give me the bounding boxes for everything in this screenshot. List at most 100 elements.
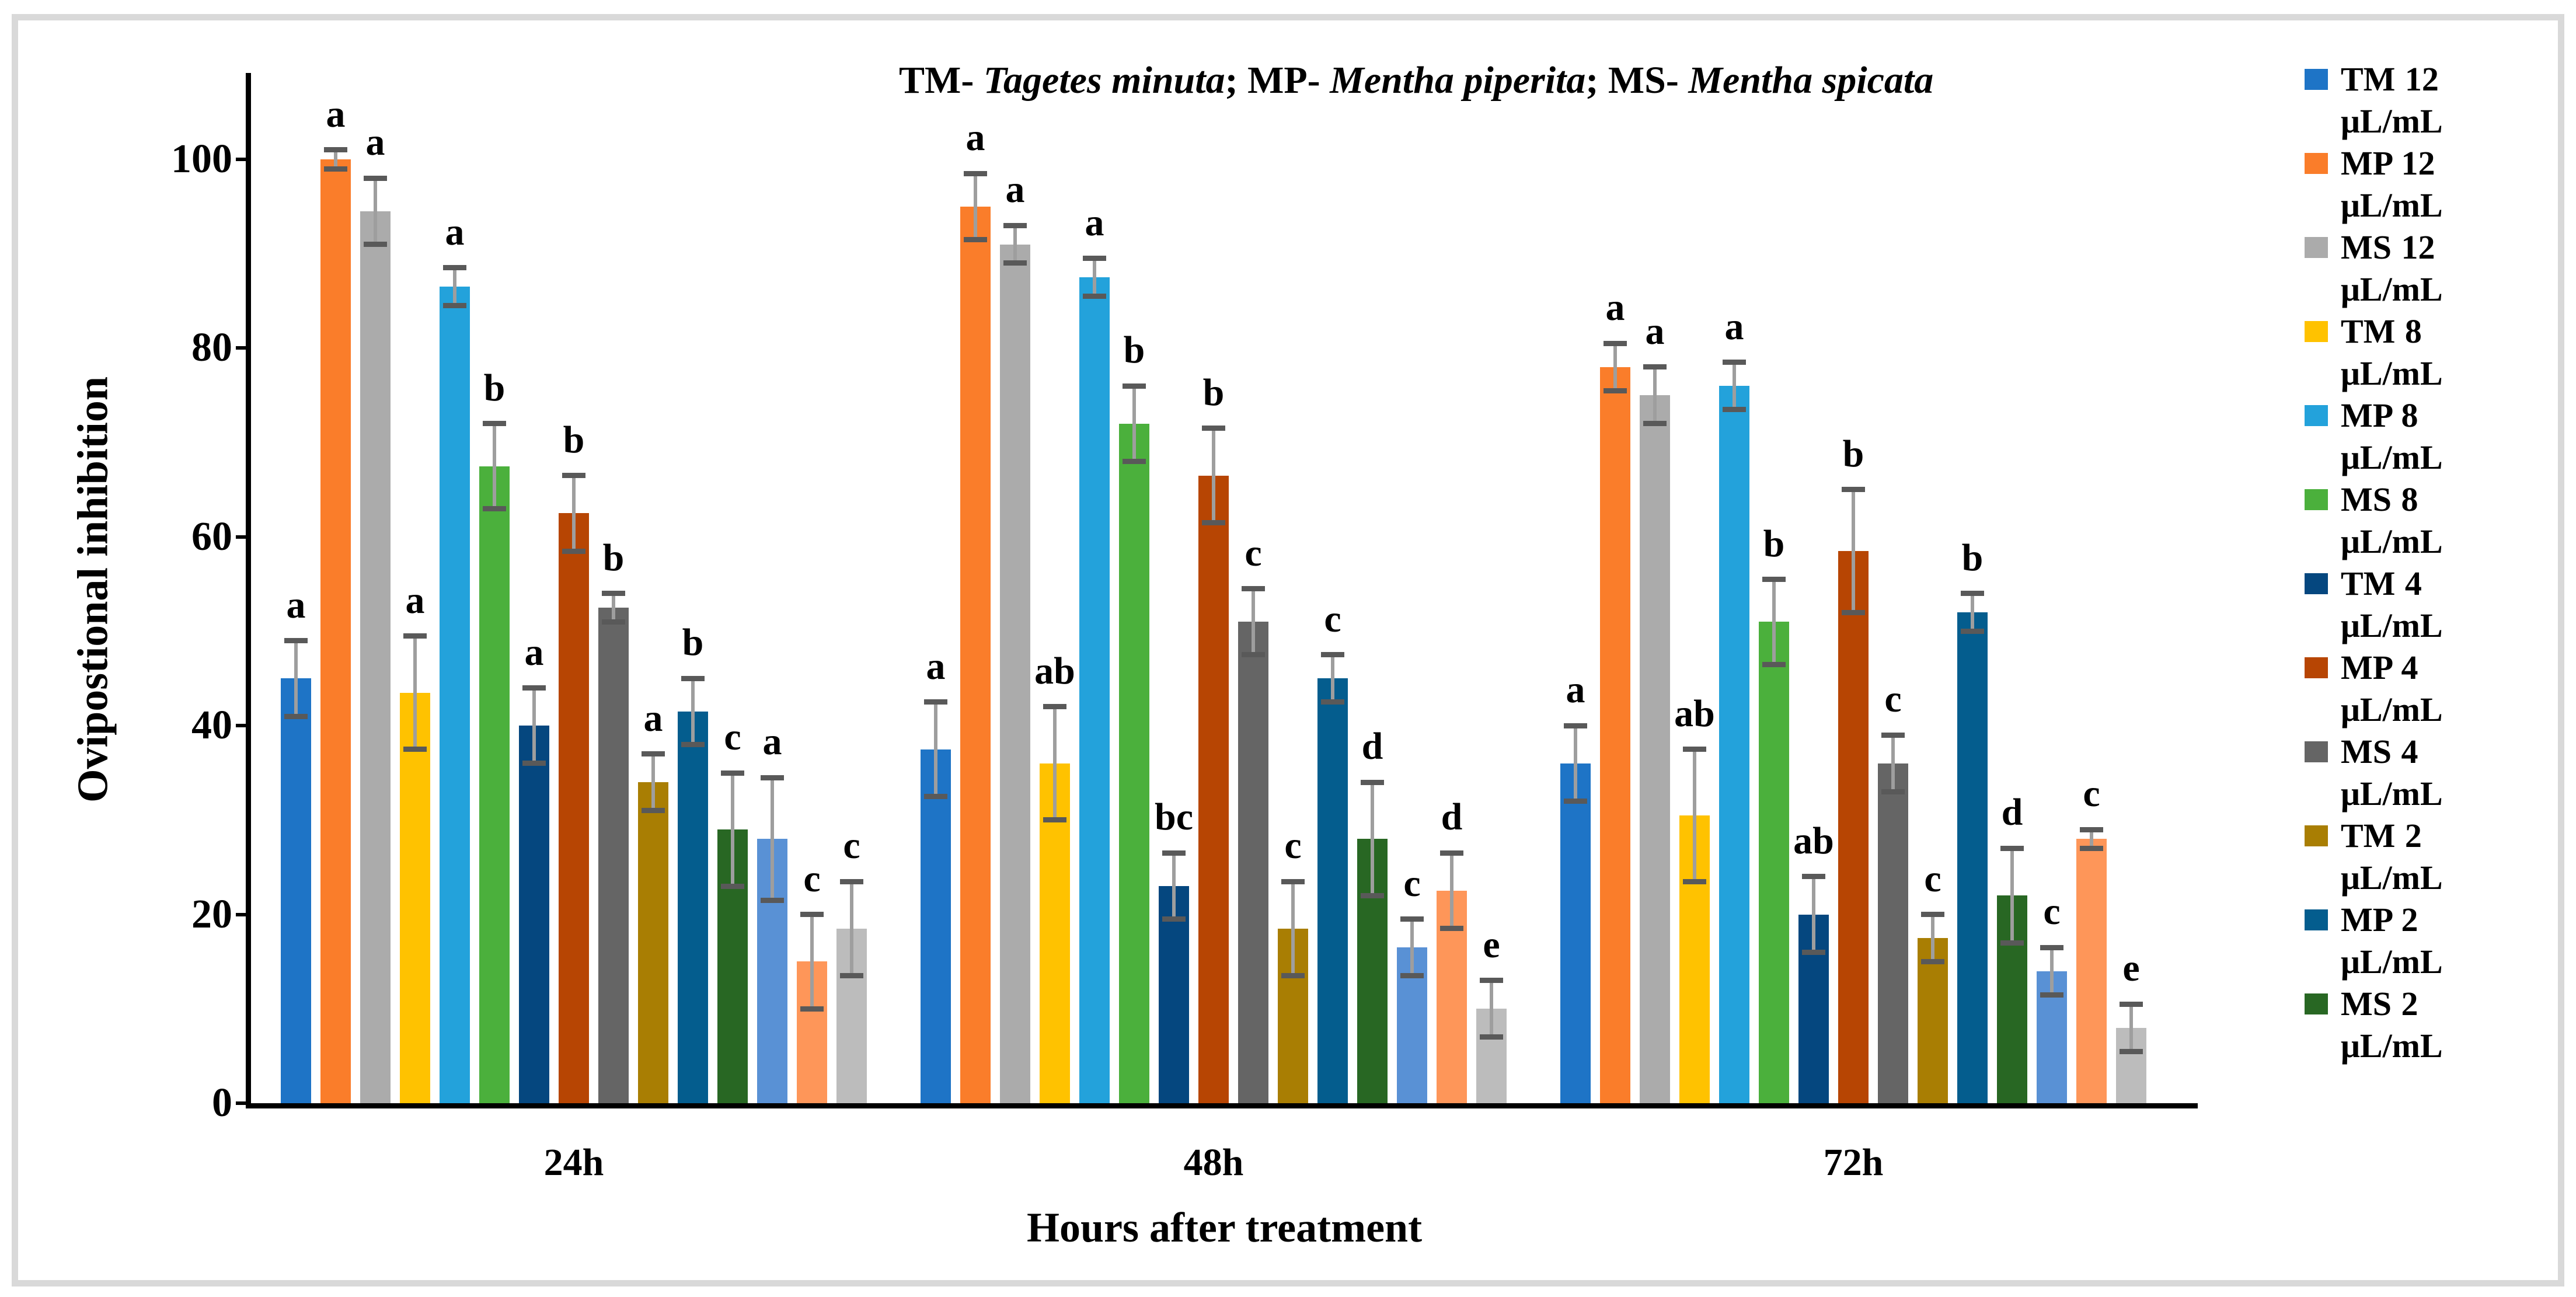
significance-letter: a — [326, 92, 346, 135]
legend-swatch-icon — [2305, 153, 2328, 174]
error-bar-cap-top — [602, 591, 625, 597]
error-bar-line — [1490, 980, 1493, 1037]
bar-ms12-48h — [1000, 244, 1030, 1103]
significance-letter: b — [483, 366, 506, 409]
legend-swatch-icon — [2305, 405, 2328, 426]
significance-letter: a — [1605, 286, 1625, 329]
error-bar-cap-bottom — [403, 747, 427, 752]
error-bar-cap-bottom — [522, 761, 546, 766]
significance-letter: b — [602, 536, 625, 579]
significance-letter: c — [1884, 678, 1902, 721]
error-bar-cap-bottom — [642, 808, 665, 814]
legend-label: TM 8 μL/mL — [2341, 312, 2443, 392]
error-bar-line — [1252, 588, 1255, 655]
bar-ms4-24h — [598, 608, 629, 1103]
significance-letter: b — [1123, 329, 1145, 372]
legend-swatch-icon — [2305, 993, 2328, 1014]
legend-item-tm4: TM 4 μL/mL — [2305, 563, 2481, 647]
significance-letter: a — [762, 720, 782, 763]
y-tick-mark — [236, 724, 251, 728]
error-bar-cap-top — [800, 912, 824, 918]
legend-item-tm12: TM 12 μL/mL — [2305, 58, 2481, 142]
error-bar-cap-top — [1162, 850, 1186, 856]
y-tick-label: 80 — [191, 325, 232, 371]
error-bar-cap-bottom — [1604, 388, 1627, 393]
error-bar-cap-bottom — [1321, 699, 1344, 705]
error-bar-cap-top — [1683, 747, 1706, 752]
bar-mp12-72h — [1600, 367, 1630, 1103]
legend-swatch-icon — [2305, 825, 2328, 846]
error-bar-cap-top — [1643, 364, 1667, 370]
error-bar-cap-bottom — [1281, 973, 1305, 979]
significance-letter: ab — [1793, 819, 1834, 862]
error-bar-cap-bottom — [1881, 789, 1905, 794]
bar-tm12-72h — [1560, 763, 1591, 1103]
legend-swatch-icon — [2305, 237, 2328, 258]
bar-tm12-24h — [281, 678, 311, 1103]
significance-letter: a — [286, 583, 306, 626]
error-bar-cap-bottom — [721, 883, 744, 889]
error-bar-line — [1772, 579, 1776, 665]
error-bar-cap-bottom — [324, 166, 347, 172]
legend-label: TM 12 μL/mL — [2341, 60, 2443, 140]
x-category-label: 72h — [1823, 1141, 1884, 1184]
error-bar-cap-bottom — [2080, 845, 2103, 851]
significance-letter: a — [926, 644, 946, 688]
y-tick-label: 100 — [171, 137, 232, 182]
error-bar-line — [1331, 654, 1334, 702]
error-bar-cap-bottom — [1683, 878, 1706, 884]
legend-label: TM 4 μL/mL — [2341, 564, 2443, 644]
error-bar-line — [934, 702, 937, 797]
error-bar-line — [2129, 1004, 2133, 1052]
error-bar-line — [1450, 853, 1453, 929]
bar-ms4-48h — [1238, 622, 1268, 1103]
significance-letter: c — [843, 824, 860, 867]
significance-letter: d — [1441, 796, 1463, 839]
error-bar-cap-top — [1480, 978, 1503, 984]
bar-mp4-48h — [1198, 475, 1229, 1103]
error-bar-cap-bottom — [284, 713, 308, 719]
y-axis-line — [246, 73, 251, 1108]
legend-swatch-icon — [2305, 69, 2328, 90]
error-bar-cap-bottom — [1361, 892, 1384, 898]
error-bar-line — [1733, 362, 1736, 410]
error-bar-cap-top — [1003, 222, 1027, 228]
error-bar-cap-top — [522, 685, 546, 691]
error-bar-line — [1693, 749, 1696, 881]
legend-item-ms12: MS 12 μL/mL — [2305, 226, 2481, 311]
x-axis-title: Hours after treatment — [1026, 1204, 1423, 1251]
error-bar-line — [974, 173, 977, 240]
error-bar-line — [691, 678, 695, 745]
bar-tm4-24h — [519, 726, 549, 1103]
bar-tm8-24h — [400, 692, 430, 1103]
error-bar-cap-bottom — [1961, 629, 1984, 634]
significance-letter: c — [2043, 890, 2061, 933]
significance-letter: a — [1724, 305, 1744, 348]
y-tick-mark — [236, 346, 251, 350]
chart-title: TM- Tagetes minuta; MP- Mentha piperita;… — [899, 58, 1933, 103]
error-bar-line — [1172, 853, 1176, 919]
bar-ms8-24h — [479, 466, 510, 1103]
significance-letter: b — [682, 621, 704, 664]
legend-item-mp4: MP 4 μL/mL — [2305, 647, 2481, 731]
error-bar-line — [453, 267, 456, 306]
error-bar-line — [1931, 914, 1934, 962]
bar-mp12-48h — [960, 206, 991, 1103]
error-bar-cap-top — [483, 421, 506, 427]
significance-letter: d — [1361, 725, 1383, 768]
error-bar-cap-top — [1881, 732, 1905, 738]
error-bar-line — [1371, 782, 1374, 896]
significance-letter: c — [1924, 857, 1941, 900]
significance-letter: a — [445, 210, 465, 253]
error-bar-cap-bottom — [1723, 407, 1746, 412]
error-bar-line — [1053, 706, 1057, 820]
legend-item-mp8: MP 8 μL/mL — [2305, 395, 2481, 479]
legend-swatch-icon — [2305, 657, 2328, 678]
error-bar-cap-top — [721, 770, 744, 776]
error-bar-line — [731, 773, 734, 887]
error-bar-cap-bottom — [681, 742, 705, 748]
legend-swatch-icon — [2305, 741, 2328, 762]
error-bar-cap-bottom — [1202, 520, 1225, 526]
error-bar-line — [1132, 386, 1136, 462]
